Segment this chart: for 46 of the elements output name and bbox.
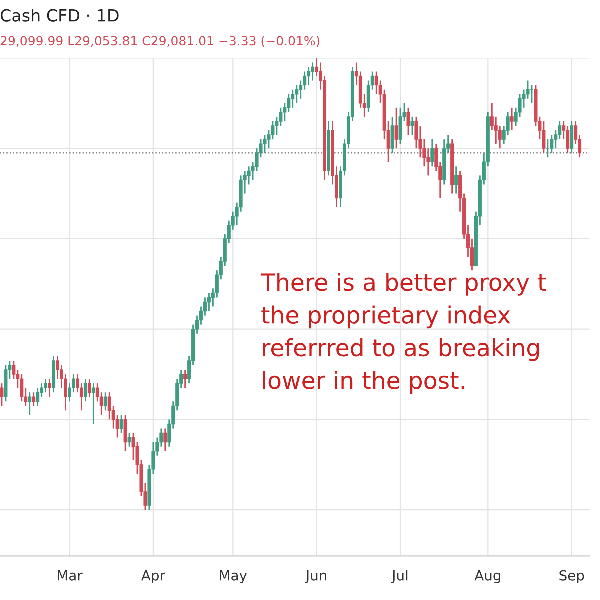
candlestick — [454, 166, 458, 194]
candlestick — [120, 414, 124, 434]
candlestick — [184, 369, 188, 389]
candlestick — [510, 107, 514, 132]
candlestick — [430, 138, 434, 168]
x-tick-label: Jul — [391, 570, 408, 584]
candlestick — [295, 84, 299, 104]
candlestick — [20, 374, 24, 402]
candlestick — [28, 392, 32, 416]
candlestick — [410, 116, 414, 136]
candlestick — [394, 107, 398, 150]
candlestick — [207, 292, 211, 312]
candlestick — [124, 414, 128, 452]
candlestick — [92, 382, 96, 425]
candlestick — [275, 116, 279, 136]
candlestick — [542, 120, 546, 154]
candlestick — [263, 134, 267, 154]
candlestick — [104, 392, 108, 412]
candlestick — [311, 62, 315, 82]
text: 29,099.99 L29,053.81 C29,081.01 −3.33 (−0.01%) — [0, 36, 320, 48]
chart-title: Cash CFD · 1D — [0, 9, 119, 22]
x-tick-label: May — [220, 570, 248, 584]
candlestick — [406, 107, 410, 136]
candlestick — [128, 432, 132, 448]
candlestick — [48, 378, 52, 398]
x-tick-label: Apr — [142, 570, 166, 584]
candlestick — [84, 378, 88, 402]
candlestick — [390, 116, 394, 154]
candlestick — [32, 392, 36, 407]
candlestick — [307, 66, 311, 86]
candlestick — [291, 89, 295, 109]
candlestick — [44, 378, 48, 394]
annotation: There is a better proxy t the proprietary index referrred to as breaking lower in the post. — [260, 273, 546, 394]
candlestick — [88, 378, 92, 398]
x-tick-label: Aug — [474, 570, 500, 584]
candlestick — [164, 428, 168, 452]
candlestick — [550, 134, 554, 154]
candlestick — [267, 130, 271, 150]
candlestick — [526, 80, 530, 100]
candlestick — [36, 387, 40, 407]
candlestick — [570, 120, 574, 154]
x-tick-label: Sep — [560, 570, 584, 584]
x-tick-label: Jun — [305, 570, 326, 584]
x-tick-label: Mar — [58, 570, 83, 581]
candlestick — [0, 382, 4, 407]
candlestick — [566, 125, 570, 154]
